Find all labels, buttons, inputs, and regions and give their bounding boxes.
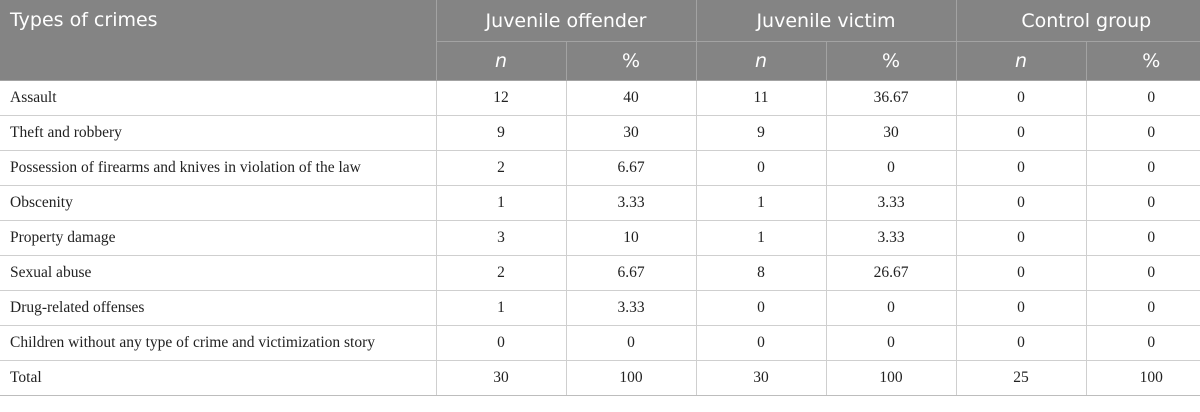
subheader-percent: % [566, 41, 697, 81]
table-header: Types of crimes Juvenile offender Juveni… [0, 0, 1200, 81]
row-label: Obscenity [0, 185, 437, 221]
cell-n: 0 [436, 325, 567, 361]
cell-percent: 30 [826, 115, 957, 151]
cell-percent: 100 [826, 360, 957, 396]
cell-percent: 6.67 [566, 150, 697, 186]
table-row: Possession of firearms and knives in vio… [0, 150, 1200, 186]
cell-percent: 0 [1086, 290, 1200, 326]
subheader-percent: % [826, 41, 957, 81]
cell-n: 1 [696, 185, 827, 221]
table-row: Theft and robbery 9 30 9 30 0 0 [0, 115, 1200, 151]
row-label: Possession of firearms and knives in vio… [0, 150, 437, 186]
crime-types-table: Types of crimes Juvenile offender Juveni… [0, 0, 1200, 396]
cell-percent: 0 [1086, 325, 1200, 361]
table-row: Property damage 3 10 1 3.33 0 0 [0, 220, 1200, 256]
header-row-subcolumns: n % n % n % [0, 41, 1200, 81]
cell-n: 9 [436, 115, 567, 151]
cell-percent: 40 [566, 80, 697, 116]
cell-percent: 3.33 [566, 290, 697, 326]
cell-n: 9 [696, 115, 827, 151]
cell-percent: 100 [566, 360, 697, 396]
cell-percent: 10 [566, 220, 697, 256]
cell-n: 8 [696, 255, 827, 291]
cell-n: 0 [956, 290, 1087, 326]
cell-n: 0 [956, 115, 1087, 151]
row-label: Property damage [0, 220, 437, 256]
table-row: Sexual abuse 2 6.67 8 26.67 0 0 [0, 255, 1200, 291]
cell-percent: 0 [1086, 255, 1200, 291]
cell-percent: 0 [1086, 185, 1200, 221]
cell-percent: 0 [1086, 80, 1200, 116]
cell-n: 0 [696, 150, 827, 186]
cell-n: 12 [436, 80, 567, 116]
row-label: Assault [0, 80, 437, 116]
header-juvenile-offender: Juvenile offender [436, 0, 697, 42]
cell-n: 0 [956, 185, 1087, 221]
cell-n: 25 [956, 360, 1087, 396]
cell-percent: 0 [826, 150, 957, 186]
table-row: Total 30 100 30 100 25 100 [0, 360, 1200, 396]
cell-percent: 0 [566, 325, 697, 361]
cell-n: 0 [956, 150, 1087, 186]
table-row: Children without any type of crime and v… [0, 325, 1200, 361]
cell-percent: 0 [1086, 115, 1200, 151]
cell-n: 11 [696, 80, 827, 116]
header-control-group: Control group [956, 0, 1200, 42]
cell-percent: 0 [826, 290, 957, 326]
table-row: Assault 12 40 11 36.67 0 0 [0, 80, 1200, 116]
cell-n: 0 [956, 325, 1087, 361]
cell-n: 30 [696, 360, 827, 396]
subheader-n: n [696, 41, 827, 81]
row-label: Theft and robbery [0, 115, 437, 151]
cell-n: 2 [436, 255, 567, 291]
cell-percent: 30 [566, 115, 697, 151]
cell-n: 1 [436, 185, 567, 221]
cell-n: 3 [436, 220, 567, 256]
row-label: Drug-related offenses [0, 290, 437, 326]
header-juvenile-victim: Juvenile victim [696, 0, 957, 42]
row-label: Children without any type of crime and v… [0, 325, 437, 361]
cell-percent: 26.67 [826, 255, 957, 291]
row-label: Sexual abuse [0, 255, 437, 291]
table-body: Assault 12 40 11 36.67 0 0 Theft and robbery 9 30… [0, 80, 1200, 396]
cell-n: 2 [436, 150, 567, 186]
table-row: Drug-related offenses 1 3.33 0 0 0 0 [0, 290, 1200, 326]
cell-n: 0 [956, 80, 1087, 116]
cell-percent: 3.33 [826, 220, 957, 256]
cell-percent: 36.67 [826, 80, 957, 116]
cell-n: 30 [436, 360, 567, 396]
cell-n: 1 [696, 220, 827, 256]
subheader-percent: % [1086, 41, 1200, 81]
cell-percent: 3.33 [826, 185, 957, 221]
cell-percent: 3.33 [566, 185, 697, 221]
subheader-n: n [956, 41, 1087, 81]
cell-percent: 0 [1086, 150, 1200, 186]
cell-n: 0 [696, 290, 827, 326]
cell-percent: 0 [826, 325, 957, 361]
cell-percent: 6.67 [566, 255, 697, 291]
cell-n: 0 [696, 325, 827, 361]
subheader-n: n [436, 41, 567, 81]
header-row-groups: Types of crimes Juvenile offender Juveni… [0, 0, 1200, 81]
cell-percent: 100 [1086, 360, 1200, 396]
table-row: Obscenity 1 3.33 1 3.33 0 0 [0, 185, 1200, 221]
cell-percent: 0 [1086, 220, 1200, 256]
header-types-of-crimes: Types of crimes [0, 0, 437, 81]
cell-n: 0 [956, 255, 1087, 291]
cell-n: 1 [436, 290, 567, 326]
row-label: Total [0, 360, 437, 396]
cell-n: 0 [956, 220, 1087, 256]
